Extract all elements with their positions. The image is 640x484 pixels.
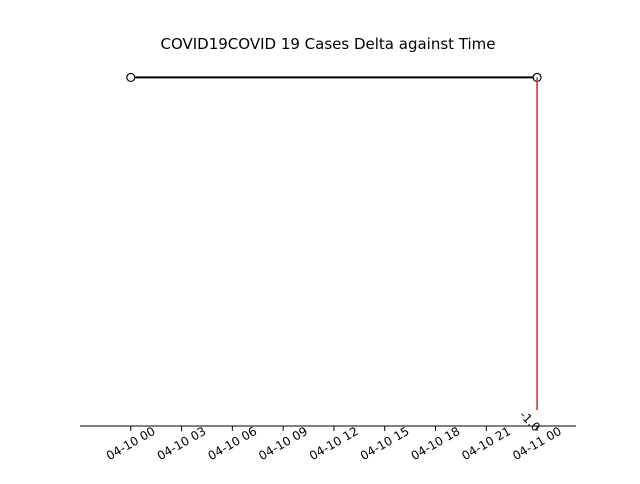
series-point	[126, 72, 136, 83]
plot-area: -1.0	[126, 72, 543, 434]
chart-title: COVID19COVID 19 Cases Delta against Time	[160, 35, 495, 53]
annotation-label: -1.0	[517, 408, 543, 434]
